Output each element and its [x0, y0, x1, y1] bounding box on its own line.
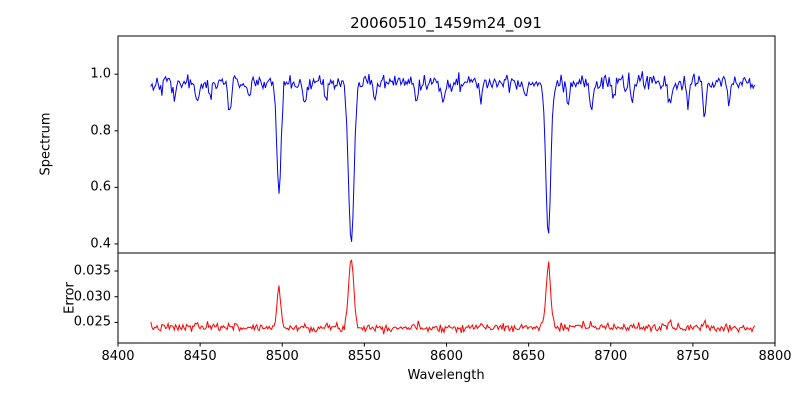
- x-tick-label: 8600: [429, 349, 464, 364]
- x-tick-label: 8400: [101, 349, 135, 364]
- x-tick-label: 8800: [758, 349, 792, 364]
- wavelength-axis-label: Wavelength: [407, 368, 485, 383]
- x-tick-label: 8700: [594, 349, 628, 364]
- error-panel-border: [117, 252, 776, 344]
- x-tick-label: 8500: [265, 349, 299, 364]
- x-tick-label: 8650: [512, 349, 546, 364]
- spectrum-y-tick-label: 0.6: [90, 179, 111, 195]
- error-y-tick-label: 0.030: [73, 289, 111, 305]
- spectrum-y-tick-label: 1.0: [90, 66, 111, 82]
- error-y-tick-label: 0.025: [73, 314, 111, 330]
- x-tick-label: 8550: [347, 349, 381, 364]
- spectrum-axis-label: Spectrum: [38, 112, 54, 176]
- error-line: [150, 259, 755, 335]
- spectrum-y-tick-label: 0.8: [90, 123, 111, 139]
- chart-title: 20060510_1459m24_091: [350, 14, 542, 32]
- spectrum-line: [150, 71, 755, 242]
- error-y-tick-label: 0.035: [73, 263, 111, 279]
- spectrum-panel-border: [117, 35, 776, 254]
- x-tick-label: 8450: [183, 349, 217, 364]
- x-tick-label: 8750: [676, 349, 710, 364]
- spectrum-y-tick-label: 0.4: [90, 236, 111, 252]
